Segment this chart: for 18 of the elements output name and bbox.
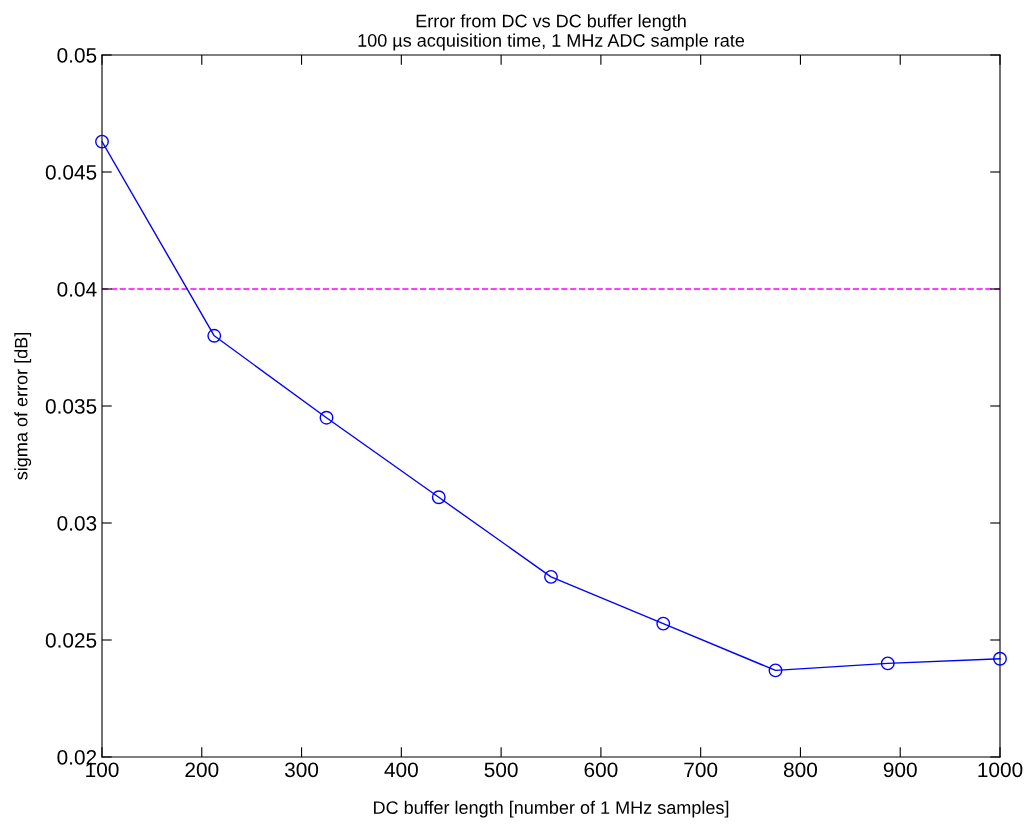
x-tick-label: 500 xyxy=(484,762,518,778)
y-axis-title: sigma of error [dB] xyxy=(14,333,32,480)
y-tick-label: 0.025 xyxy=(45,633,97,648)
x-tick-label: 900 xyxy=(883,762,917,778)
x-tick-label: 600 xyxy=(584,762,618,778)
y-tick-label: 0.05 xyxy=(57,48,97,63)
y-tick-label: 0.045 xyxy=(45,165,97,180)
x-tick-label: 400 xyxy=(384,762,418,778)
x-tick-label: 1000 xyxy=(978,762,1023,778)
y-tick-label: 0.03 xyxy=(57,516,97,531)
chart-title: Error from DC vs DC buffer length 100 µs acquisition time, 1 MHz ADC sample rate xyxy=(358,14,745,51)
y-tick-label: 0.035 xyxy=(45,399,97,414)
x-axis-title: DC buffer length [number of 1 MHz samples] xyxy=(374,800,729,818)
x-tick-label: 800 xyxy=(783,762,818,778)
x-tick-label: 300 xyxy=(284,762,319,778)
x-tick-label: 200 xyxy=(185,762,219,778)
y-tick-label: 0.04 xyxy=(57,282,97,297)
x-tick-label: 700 xyxy=(684,762,718,778)
